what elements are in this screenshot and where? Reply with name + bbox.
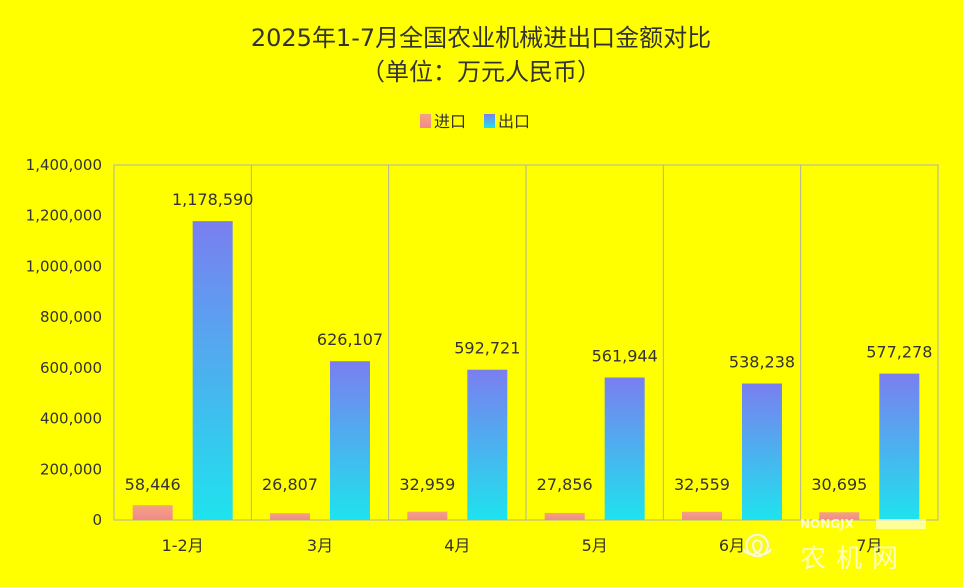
chart-title-line-2: （单位：万元人民币） — [361, 58, 601, 86]
import-value-label: 27,856 — [537, 475, 593, 494]
export-bar — [742, 383, 782, 520]
y-tick-label: 200,000 — [40, 460, 102, 478]
y-tick-label: 0 — [92, 511, 102, 529]
import-value-label: 58,446 — [125, 475, 181, 494]
y-axis: 0 200,000 400,000 600,000 800,000 1,000,000 1,… — [26, 156, 102, 529]
bars — [132, 221, 920, 520]
x-category-label: 1-2月 — [162, 536, 204, 555]
export-value-label: 538,238 — [729, 353, 795, 372]
x-category-label: 5月 — [582, 536, 608, 555]
watermark-brand-latin: NONGJX — [800, 517, 855, 531]
export-value-label: 561,944 — [592, 347, 658, 366]
watermark-logo: ꖘ NONGJX 农机网 — [740, 517, 926, 574]
watermark-glyph: ꖘ — [740, 524, 775, 570]
import-bar — [270, 513, 310, 520]
y-tick-label: 800,000 — [40, 308, 102, 326]
export-bar — [467, 369, 508, 520]
export-bar — [192, 221, 233, 520]
import-value-label: 30,695 — [811, 475, 867, 494]
plot-grid — [113, 164, 939, 521]
import-bar — [407, 511, 448, 520]
export-value-label: 626,107 — [317, 330, 383, 349]
export-value-label: 577,278 — [866, 343, 932, 362]
import-value-label: 32,959 — [399, 475, 455, 494]
export-bar — [330, 361, 370, 520]
export-bar — [604, 377, 645, 520]
import-bar — [819, 512, 860, 520]
y-tick-label: 400,000 — [40, 410, 102, 428]
x-category-label: 6月 — [719, 536, 745, 555]
legend-swatch-export — [484, 114, 495, 128]
export-value-label: 1,178,590 — [172, 190, 253, 209]
chart-title-line-1: 2025年1-7月全国农业机械进出口金额对比 — [251, 24, 711, 52]
import-value-label: 32,559 — [674, 475, 730, 494]
x-category-label: 7月 — [856, 536, 882, 555]
y-tick-label: 1,000,000 — [26, 257, 102, 275]
chart-title: 2025年1-7月全国农业机械进出口金额对比 （单位：万元人民币） — [251, 24, 711, 86]
import-bar — [682, 511, 722, 520]
export-value-label: 592,721 — [454, 339, 520, 358]
import-bar — [132, 505, 173, 520]
y-tick-label: 1,200,000 — [26, 207, 102, 225]
watermark-tagline-box — [876, 519, 926, 529]
x-category-label: 4月 — [444, 536, 470, 555]
x-axis: 1-2月 3月 4月 5月 6月 7月 — [162, 536, 883, 555]
x-category-label: 3月 — [307, 536, 333, 555]
data-labels: 58,446 26,807 32,959 27,856 32,559 30,695 1,17… — [125, 190, 933, 494]
y-tick-label: 600,000 — [40, 359, 102, 377]
import-value-label: 26,807 — [262, 475, 318, 494]
legend-label-import: 进口 — [434, 112, 466, 131]
legend: 进口 出口 — [420, 112, 530, 131]
legend-swatch-import — [420, 114, 431, 128]
export-bar — [879, 373, 920, 520]
legend-label-export: 出口 — [498, 112, 530, 131]
import-bar — [544, 512, 585, 520]
y-tick-label: 1,400,000 — [26, 156, 102, 174]
watermark-brand-cn: 农机网 — [800, 544, 908, 574]
